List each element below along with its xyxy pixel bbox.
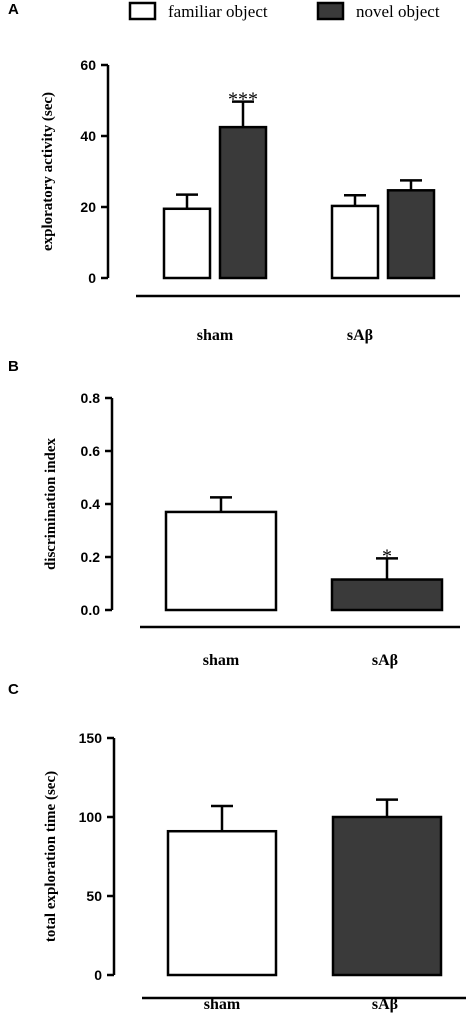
y-tick-label: 150	[79, 730, 103, 746]
y-tick-label: 40	[80, 128, 96, 144]
y-axis-title: exploratory activity (sec)	[40, 92, 56, 251]
panel-letter: A	[8, 1, 19, 18]
y-tick-label: 60	[80, 57, 96, 73]
y-tick-label: 0	[94, 967, 102, 983]
bar	[164, 510, 278, 612]
panels: A 0 20 40 60 exploratory activity (sec) sham sA…	[8, 1, 466, 1013]
bar	[331, 815, 443, 977]
y-tick-label: 0.8	[81, 390, 101, 406]
panel-a: A 0 20 40 60 exploratory activity (sec) sham sA…	[8, 1, 460, 344]
bar	[166, 829, 278, 977]
x-category-label: sAβ	[372, 652, 398, 669]
bar	[330, 204, 380, 280]
bar	[162, 207, 212, 280]
y-axis-title: discrimination index	[43, 437, 59, 570]
y-tick-label: 0.6	[81, 443, 101, 459]
x-category-label: sham	[203, 652, 240, 669]
legend-swatch-familiar	[128, 1, 157, 21]
x-category-label: sAβ	[372, 996, 398, 1013]
legend-swatch-novel	[316, 1, 345, 21]
legend: familiar object novel object	[128, 1, 440, 21]
x-category-label: sham	[197, 327, 234, 344]
y-tick-label: 20	[80, 199, 96, 215]
y-tick-label: 0.2	[81, 549, 101, 565]
y-tick-label: 0.0	[81, 602, 101, 618]
panel-b: B 0.0 0.2 0.4 0.6 0.8 discrimination index sham…	[8, 358, 460, 669]
x-category-label: sAβ	[347, 327, 373, 344]
legend-label-novel: novel object	[356, 2, 440, 21]
y-tick-label: 100	[79, 809, 103, 825]
y-axis-title: total exploration time (sec)	[43, 771, 59, 942]
bar	[218, 125, 268, 280]
bar	[330, 578, 444, 612]
panel-letter: B	[8, 358, 19, 375]
panel-c: C 0 50 100 150 total exploration time (sec) sh…	[8, 681, 466, 1013]
panel-letter: C	[8, 681, 19, 698]
y-tick-label: 50	[86, 888, 102, 904]
legend-label-familiar: familiar object	[168, 2, 268, 21]
x-category-label: sham	[204, 996, 241, 1013]
y-tick-label: 0	[88, 270, 96, 286]
significance-marker: ***	[228, 89, 258, 111]
significance-marker: *	[382, 545, 392, 567]
bar	[386, 189, 436, 280]
y-tick-label: 0.4	[81, 496, 101, 512]
